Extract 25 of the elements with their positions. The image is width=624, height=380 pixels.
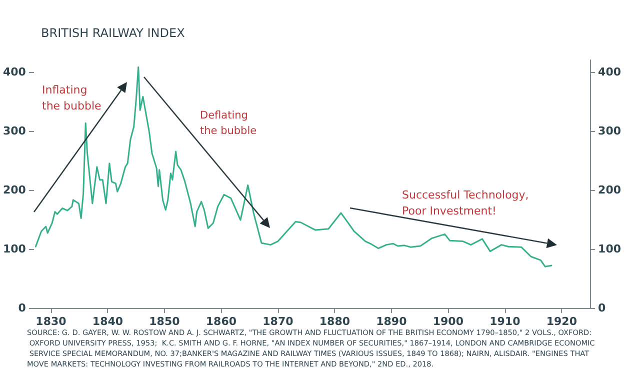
annotation: Deflating the bubble <box>200 110 257 137</box>
y2-tick-label: 100 <box>598 242 622 256</box>
y-tick-label: 0 <box>18 302 26 314</box>
x-tick-label: 1920 <box>546 315 578 328</box>
y2-tick-label: 200 <box>598 183 622 196</box>
y-tick-label: 300 <box>2 124 26 138</box>
y2-tick-label: 400 <box>598 65 622 78</box>
y-tick-label: 400 <box>2 65 26 78</box>
x-tick-label: 1860 <box>206 315 237 328</box>
annotation: Successful Technology, Poor Investment! <box>402 188 529 218</box>
x-tick-label: 1900 <box>432 315 464 328</box>
x-tick-label: 1910 <box>490 315 521 328</box>
chart-title: BRITISH RAILWAY INDEX <box>41 26 185 40</box>
x-tick-label: 1870 <box>262 315 294 328</box>
y2-tick-label: 0 <box>598 302 606 314</box>
x-tick-label: 1830 <box>36 315 67 328</box>
x-tick-label: 1850 <box>149 315 180 328</box>
x-tick-label: 1890 <box>376 315 408 328</box>
annotation: Inflating the bubble <box>42 83 102 112</box>
y2-tick-label: 300 <box>598 124 622 138</box>
x-tick-label: 1880 <box>319 315 350 328</box>
y-tick-label: 100 <box>2 242 26 256</box>
x-tick-label: 1840 <box>92 315 124 328</box>
line-series <box>34 66 552 268</box>
y-tick-label: 200 <box>2 183 26 196</box>
